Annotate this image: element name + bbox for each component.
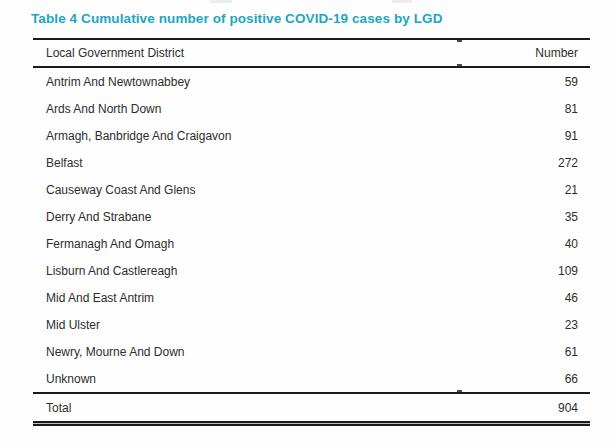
table-row: Antrim And Newtownabbey 59 [33, 68, 590, 95]
number-cell: 91 [565, 129, 578, 143]
number-cell: 35 [565, 210, 578, 224]
district-cell: Fermanagh And Omagh [46, 237, 174, 251]
table-row: Mid And East Antrim 46 [33, 284, 590, 311]
district-cell: Causeway Coast And Glens [46, 183, 195, 197]
table-row: Armagh, Banbridge And Craigavon 91 [33, 122, 590, 149]
lgd-cases-table: Local Government District Number Antrim … [33, 38, 590, 426]
table-row: Causeway Coast And Glens 21 [33, 176, 590, 203]
total-label: Total [46, 401, 71, 415]
column-divider-tick [457, 64, 462, 66]
number-cell: 61 [565, 345, 578, 359]
column-divider-tick [457, 40, 462, 42]
scan-artifact [392, 0, 412, 3]
number-cell: 81 [565, 102, 578, 116]
number-cell: 109 [558, 264, 578, 278]
number-cell: 66 [565, 372, 578, 386]
number-cell: 272 [558, 156, 578, 170]
number-cell: 23 [565, 318, 578, 332]
table-row: Lisburn And Castlereagh 109 [33, 257, 590, 284]
table-rule-bottom-inner [33, 424, 590, 426]
table-rule-bottom-outer [33, 421, 590, 423]
district-cell: Derry And Strabane [46, 210, 151, 224]
district-cell: Newry, Mourne And Down [46, 345, 185, 359]
scan-artifact [210, 0, 232, 3]
table-rule-total-top [33, 392, 590, 394]
table-title: Table 4 Cumulative number of positive CO… [31, 11, 443, 26]
district-cell: Antrim And Newtownabbey [46, 75, 190, 89]
column-header-number: Number [535, 46, 578, 60]
number-cell: 59 [565, 75, 578, 89]
district-cell: Armagh, Banbridge And Craigavon [46, 129, 231, 143]
document-page: Table 4 Cumulative number of positive CO… [0, 0, 615, 443]
table-rule-header-bottom [33, 66, 590, 68]
district-cell: Ards And North Down [46, 102, 161, 116]
column-divider-tick [457, 390, 462, 392]
district-cell: Mid Ulster [46, 318, 100, 332]
total-number: 904 [558, 401, 578, 415]
district-cell: Lisburn And Castlereagh [46, 264, 177, 278]
number-cell: 46 [565, 291, 578, 305]
table-rule-top [33, 38, 590, 40]
table-row: Derry And Strabane 35 [33, 203, 590, 230]
table-row: Fermanagh And Omagh 40 [33, 230, 590, 257]
number-cell: 21 [565, 183, 578, 197]
table-row: Ards And North Down 81 [33, 95, 590, 122]
table-row: Unknown 66 [33, 365, 590, 392]
table-row: Belfast 272 [33, 149, 590, 176]
district-cell: Belfast [46, 156, 83, 170]
column-header-district: Local Government District [46, 46, 184, 60]
table-header-row: Local Government District Number [33, 40, 590, 66]
table-total-row: Total 904 [33, 394, 590, 421]
district-cell: Mid And East Antrim [46, 291, 154, 305]
district-cell: Unknown [46, 372, 96, 386]
number-cell: 40 [565, 237, 578, 251]
table-row: Mid Ulster 23 [33, 311, 590, 338]
table-row: Newry, Mourne And Down 61 [33, 338, 590, 365]
